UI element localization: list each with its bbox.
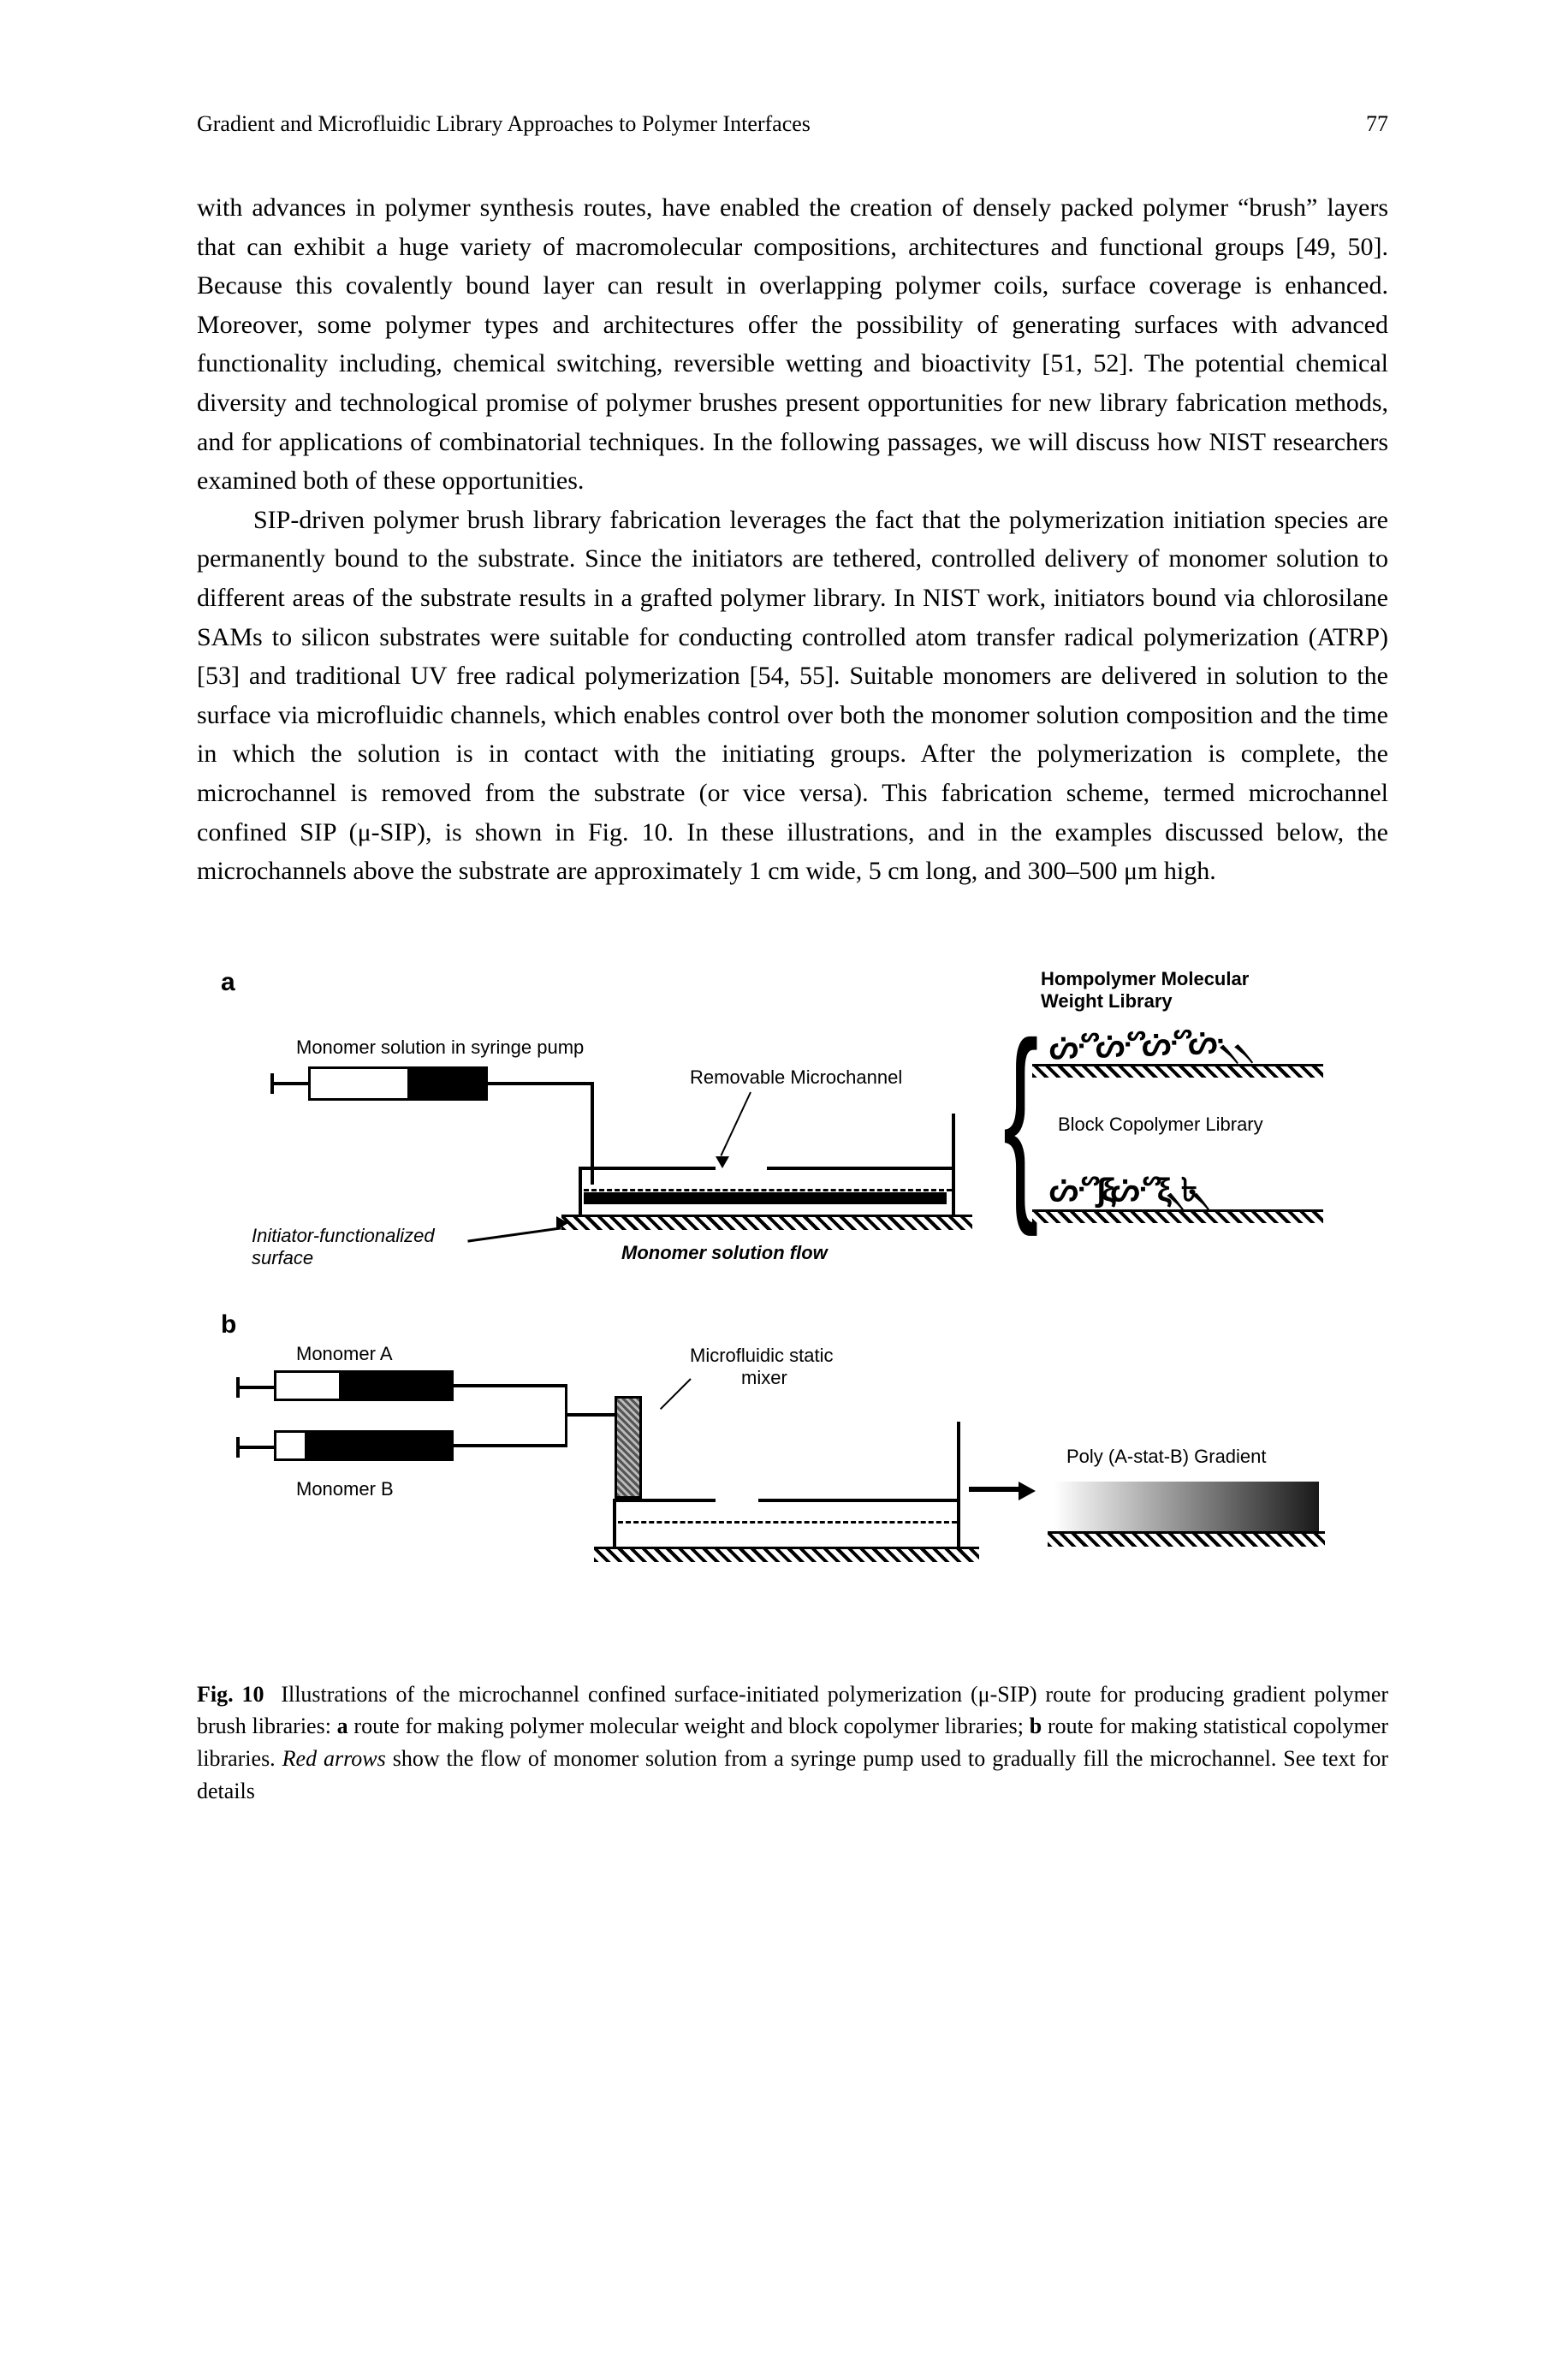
mc-top-r bbox=[767, 1167, 955, 1170]
syringe-b-fluid bbox=[305, 1433, 452, 1458]
caption-red-arrows: Red arrows bbox=[282, 1746, 386, 1771]
initiator-label-2: surface bbox=[252, 1247, 313, 1269]
monomer-syringe-label: Monomer solution in syringe pump bbox=[296, 1037, 584, 1059]
mixer-label-2: mixer bbox=[741, 1367, 787, 1389]
figure-caption: Fig. 10 Illustrations of the microchanne… bbox=[197, 1678, 1388, 1808]
gradient-result bbox=[1054, 1482, 1319, 1533]
caption-a: a bbox=[337, 1714, 348, 1738]
hompolymer-label-2: Weight Library bbox=[1041, 990, 1173, 1013]
figure-diagram: a Hompolymer Molecular Weight Library Mo… bbox=[211, 968, 1375, 1644]
brace-icon: { bbox=[1003, 1011, 1039, 1225]
monomer-b-label: Monomer B bbox=[296, 1478, 394, 1500]
substrate-a bbox=[561, 1215, 972, 1230]
arrow-to-result-head bbox=[1019, 1482, 1036, 1500]
running-header: Gradient and Microfluidic Library Approa… bbox=[197, 111, 1388, 137]
mixer-label-1: Microfluidic static bbox=[690, 1345, 833, 1367]
mc-fluid-top bbox=[584, 1189, 952, 1191]
syringe-fluid bbox=[407, 1069, 486, 1098]
initiator-label-1: Initiator-functionalized bbox=[252, 1225, 435, 1247]
syringe-b-tube bbox=[454, 1444, 565, 1447]
syringe-a-tube bbox=[454, 1384, 565, 1387]
mc-b-dashed bbox=[618, 1521, 957, 1524]
caption-b: b bbox=[1030, 1714, 1042, 1738]
syringe-a-rod bbox=[240, 1386, 274, 1389]
syringe-rod bbox=[274, 1082, 308, 1085]
figure-label: Fig. 10 bbox=[197, 1682, 264, 1707]
monomer-a-label: Monomer A bbox=[296, 1343, 393, 1365]
panel-a-label: a bbox=[221, 968, 235, 997]
mc-fluid bbox=[584, 1192, 947, 1204]
syringe-b-rod bbox=[240, 1446, 274, 1449]
paragraph-2: SIP-driven polymer brush library fabrica… bbox=[197, 501, 1388, 891]
body-text: with advances in polymer synthesis route… bbox=[197, 188, 1388, 891]
syringe-tube-h bbox=[488, 1082, 591, 1085]
library-substrate-2 bbox=[1032, 1209, 1323, 1223]
removable-arrowhead bbox=[716, 1156, 729, 1168]
block-copolymer-label: Block Copolymer Library bbox=[1058, 1114, 1263, 1136]
result-substrate bbox=[1048, 1531, 1325, 1547]
page-number: 77 bbox=[1366, 111, 1388, 137]
running-title: Gradient and Microfluidic Library Approa… bbox=[197, 111, 811, 137]
paragraph-1: with advances in polymer synthesis route… bbox=[197, 188, 1388, 501]
figure-10: a Hompolymer Molecular Weight Library Mo… bbox=[197, 968, 1388, 1808]
mc-right bbox=[952, 1114, 955, 1215]
hompolymer-label-1: Hompolymer Molecular bbox=[1041, 968, 1249, 990]
library-substrate-1 bbox=[1032, 1064, 1323, 1078]
mc-b-top-r bbox=[758, 1499, 960, 1502]
mc-top-l bbox=[579, 1167, 716, 1170]
removable-pointer bbox=[720, 1091, 751, 1155]
mc-b-left bbox=[613, 1499, 616, 1547]
monomer-flow-label: Monomer solution flow bbox=[621, 1242, 828, 1264]
syringe-a-fluid bbox=[339, 1373, 452, 1399]
mc-b-right bbox=[957, 1422, 960, 1547]
static-mixer bbox=[615, 1396, 642, 1499]
caption-text-2: route for making polymer molecular weigh… bbox=[348, 1714, 1030, 1738]
initiator-arrow-line bbox=[467, 1227, 561, 1242]
removable-label: Removable Microchannel bbox=[690, 1066, 902, 1089]
mc-b-top-l bbox=[613, 1499, 716, 1502]
substrate-b bbox=[594, 1547, 979, 1562]
initiator-arrowhead bbox=[556, 1216, 568, 1230]
panel-b-label: b bbox=[221, 1310, 236, 1339]
mc-left bbox=[579, 1167, 582, 1215]
mixer-pointer bbox=[660, 1378, 692, 1410]
poly-ab-label: Poly (A-stat-B) Gradient bbox=[1066, 1446, 1267, 1468]
arrow-to-result bbox=[969, 1487, 1019, 1492]
joiner-h bbox=[565, 1413, 615, 1417]
